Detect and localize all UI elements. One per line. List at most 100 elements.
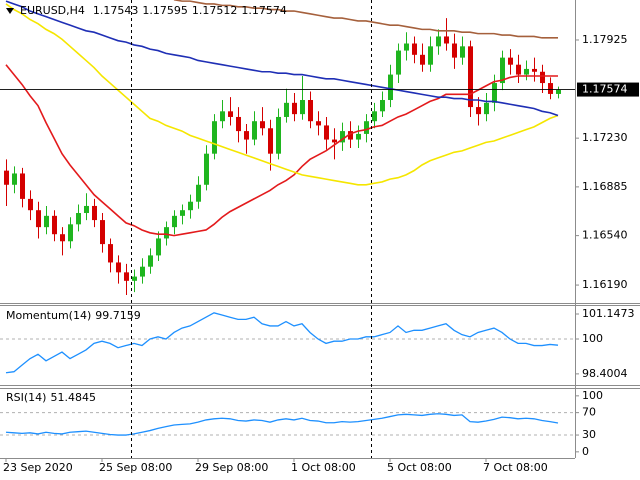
indicator-line xyxy=(5,64,558,237)
x-tick-label: 29 Sep 08:00 xyxy=(195,461,268,474)
candle-body xyxy=(372,111,377,122)
candle-body xyxy=(124,272,129,281)
panel xyxy=(4,0,561,295)
candle-body xyxy=(500,57,505,84)
candle-body xyxy=(420,54,425,65)
candle-body xyxy=(492,83,497,103)
candle-body xyxy=(508,57,513,65)
candle-body xyxy=(60,234,65,242)
y-tick-label: 101.1473 xyxy=(582,307,635,320)
candle-body xyxy=(108,244,113,263)
candle-body xyxy=(196,184,201,202)
candle-body xyxy=(444,36,449,44)
x-tick-label: 1 Oct 08:00 xyxy=(291,461,356,474)
y-tick-label: 70 xyxy=(582,406,596,419)
indicator-line xyxy=(5,3,559,186)
candle-body xyxy=(428,46,433,65)
ohlc-value: 1.17574 xyxy=(241,4,287,17)
y-tick-label: 98.4004 xyxy=(582,367,628,380)
candle-body xyxy=(68,224,73,242)
candle-body xyxy=(180,210,185,216)
candle-body xyxy=(292,102,297,115)
candle-body xyxy=(532,68,537,72)
candle-body xyxy=(236,116,241,132)
candle-body xyxy=(364,121,369,134)
candle-body xyxy=(212,121,217,154)
candle-body xyxy=(220,111,225,122)
y-tick-label: 1.16190 xyxy=(582,278,628,291)
candle-body xyxy=(460,46,465,58)
candle-body xyxy=(284,102,289,117)
candle-body xyxy=(324,125,329,140)
candle-body xyxy=(260,121,265,129)
y-tick-label: 1.17230 xyxy=(582,131,628,144)
candle-body xyxy=(132,276,137,281)
current-price-box xyxy=(577,82,639,97)
candle-body xyxy=(156,238,161,256)
ohlc-value: 1.17595 xyxy=(142,4,188,17)
candle-body xyxy=(404,43,409,51)
indicator-line xyxy=(5,312,559,374)
candle-body xyxy=(396,50,401,75)
candle-body xyxy=(308,100,313,122)
candle-body xyxy=(76,213,81,225)
candle-body xyxy=(172,215,177,228)
candle-body xyxy=(468,46,473,108)
ohlc-value: 1.17543 xyxy=(93,4,139,17)
indicator-name: Momentum(14) xyxy=(6,309,91,322)
candle-body xyxy=(548,83,553,94)
candle-body xyxy=(516,64,521,75)
candle-body xyxy=(300,100,305,115)
candle-body xyxy=(348,131,353,140)
candle-body xyxy=(228,111,233,117)
indicator-title: Momentum(14) 99.7159 xyxy=(6,309,141,322)
indicator-value: 51.4845 xyxy=(50,391,96,404)
y-tick-label: 30 xyxy=(582,428,596,441)
candle-body xyxy=(28,198,33,211)
candle-body xyxy=(556,89,561,94)
candle-body xyxy=(380,100,385,112)
candle-body xyxy=(412,43,417,55)
current-price-label: 1.17574 xyxy=(582,83,628,96)
y-tick-label: 100 xyxy=(582,332,603,345)
candle-body xyxy=(524,68,529,75)
x-tick-label: 25 Sep 08:00 xyxy=(99,461,172,474)
chart-title: EURUSD,H4 1.17543 1.17595 1.17512 1.17574 xyxy=(20,4,287,17)
candle-body xyxy=(340,131,345,143)
candle-body xyxy=(4,170,9,185)
candle-body xyxy=(276,116,281,154)
ohlc-value: 1.17512 xyxy=(192,4,238,17)
candle-body xyxy=(436,36,441,47)
candle-body xyxy=(36,210,41,228)
x-tick-label: 7 Oct 08:00 xyxy=(483,461,548,474)
candle-body xyxy=(244,131,249,140)
candle-body xyxy=(316,121,321,126)
candle-body xyxy=(20,173,25,199)
candle-body xyxy=(252,121,257,140)
candle-body xyxy=(332,139,337,143)
candle-body xyxy=(140,266,145,277)
candle-body xyxy=(92,205,97,221)
panel xyxy=(0,312,575,374)
indicator-line xyxy=(5,413,559,436)
indicator-line xyxy=(5,0,559,117)
candle-body xyxy=(164,227,169,239)
indicator-name: RSI(14) xyxy=(6,391,46,404)
candle-body xyxy=(204,153,209,185)
plot-layer xyxy=(0,0,575,436)
candle-body xyxy=(452,43,457,58)
candle-body xyxy=(388,74,393,101)
symbol: EURUSD,H4 xyxy=(20,4,85,17)
candle-body xyxy=(148,255,153,267)
y-tick-label: 1.17925 xyxy=(582,33,628,46)
x-tick-label: 23 Sep 2020 xyxy=(3,461,73,474)
candle-body xyxy=(116,262,121,273)
candle-body xyxy=(540,71,545,84)
candle-body xyxy=(476,107,481,115)
candle-body xyxy=(84,205,89,214)
y-tick-label: 1.16885 xyxy=(582,180,628,193)
y-tick-label: 100 xyxy=(582,389,603,402)
x-tick-label: 5 Oct 08:00 xyxy=(387,461,452,474)
menu-triangle[interactable] xyxy=(6,8,14,14)
